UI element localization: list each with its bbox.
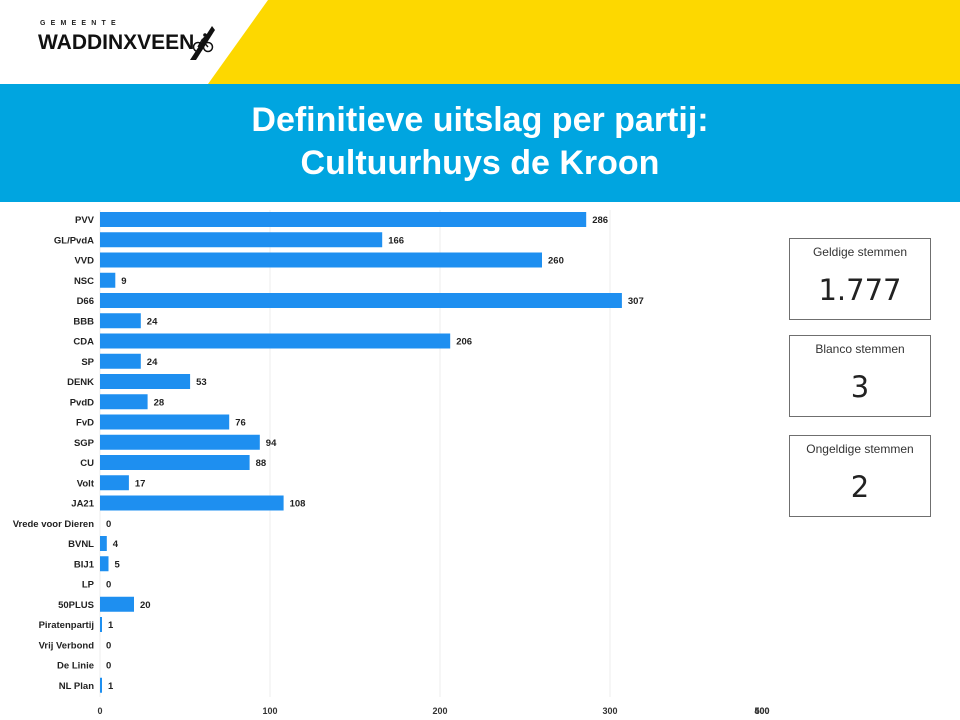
category-label: Vrede voor Dieren <box>13 519 95 530</box>
bar <box>100 556 109 572</box>
category-label: BIJ1 <box>74 559 95 570</box>
blank-votes-value: 3 <box>850 370 870 404</box>
logo-subtitle: GEMEENTE <box>40 20 121 27</box>
category-label: SGP <box>74 438 95 449</box>
party-results-bar-chart: PVV GL/PvdA VVD NSC D66 BBB CDA SP DENK PvdD FvD SG… <box>13 210 770 716</box>
value-label: 0 <box>106 640 111 651</box>
invalid-votes-label: Ongeldige stemmen <box>806 442 914 456</box>
valid-votes-card: Geldige stemmen 1.777 <box>789 238 931 320</box>
yellow-banner <box>208 0 960 84</box>
bar <box>100 414 230 430</box>
x-tick-label: 100 <box>262 706 277 716</box>
bar <box>100 475 129 491</box>
value-label: 1 <box>108 681 114 692</box>
value-label: 24 <box>147 316 158 327</box>
bar <box>100 293 622 308</box>
category-label: GL/PvdA <box>54 235 94 246</box>
category-label: FvD <box>76 418 94 429</box>
bar <box>100 536 107 551</box>
valid-votes-label: Geldige stemmen <box>812 245 908 259</box>
bar <box>100 677 102 693</box>
bar <box>100 434 260 450</box>
category-label: CDA <box>73 337 94 348</box>
category-label: 50PLUS <box>58 600 94 611</box>
value-label: 166 <box>388 235 404 246</box>
title-line-2: Cultuurhuys de Kroon <box>300 144 660 182</box>
value-label: 0 <box>106 661 111 672</box>
bar <box>100 617 102 632</box>
x-tick-label: 400 <box>754 706 769 716</box>
bar <box>100 313 141 329</box>
blank-votes-label: Blanco stemmen <box>815 342 905 356</box>
bar <box>100 232 383 248</box>
category-label: DENK <box>67 377 94 388</box>
category-labels: PVV GL/PvdA VVD NSC D66 BBB CDA SP DENK PvdD FvD SG… <box>13 215 95 692</box>
value-label: 88 <box>256 458 267 469</box>
municipality-logo: GEMEENTE WADDINXVEEN <box>38 20 228 66</box>
x-tick-label: 300 <box>602 706 617 716</box>
value-label: 24 <box>147 357 158 368</box>
value-label: 4 <box>113 539 119 550</box>
category-label: NSC <box>74 276 94 287</box>
value-label: 1 <box>108 620 114 631</box>
value-label: 206 <box>456 337 472 348</box>
bar <box>100 333 451 349</box>
bars <box>100 212 622 693</box>
title-line-1: Definitieve uitslag per partij: <box>251 101 709 139</box>
x-tick-label: 0 <box>97 706 102 716</box>
bar <box>100 374 191 389</box>
category-label: NL Plan <box>59 681 94 692</box>
category-label: PvdD <box>70 397 94 408</box>
bar <box>100 455 250 470</box>
value-label: 307 <box>628 296 644 307</box>
value-label: 5 <box>115 559 121 570</box>
value-label: 28 <box>154 397 165 408</box>
value-label: 9 <box>121 276 126 287</box>
value-label: 286 <box>592 215 608 226</box>
category-label: CU <box>80 458 94 469</box>
invalid-votes-card: Ongeldige stemmen 2 <box>789 435 931 517</box>
value-label: 53 <box>196 377 207 388</box>
bar <box>100 596 134 612</box>
bar <box>100 252 542 268</box>
category-label: BBB <box>73 316 94 327</box>
category-label: LP <box>82 580 95 591</box>
category-label: PVV <box>75 215 95 226</box>
x-gridlines <box>99 210 611 697</box>
value-label: 260 <box>548 256 564 267</box>
blank-votes-card: Blanco stemmen 3 <box>789 335 931 417</box>
value-labels: 2861662609307242062453287694881710804502… <box>106 215 644 692</box>
category-label: De Linie <box>57 661 94 672</box>
x-tick-label: 200 <box>432 706 447 716</box>
value-label: 76 <box>235 418 246 429</box>
value-label: 20 <box>140 600 151 611</box>
value-label: 0 <box>106 519 111 530</box>
valid-votes-value: 1.777 <box>818 273 902 307</box>
bar <box>100 272 116 288</box>
category-label: Volt <box>77 478 95 489</box>
bar <box>100 212 587 227</box>
value-label: 108 <box>290 499 306 510</box>
category-label: SP <box>81 357 94 368</box>
bar <box>100 353 141 369</box>
bar <box>100 394 148 410</box>
category-label: Piratenpartij <box>39 620 94 631</box>
category-label: JA21 <box>71 499 94 510</box>
page-title: Definitieve uitslag per partij: Cultuurh… <box>0 99 960 185</box>
category-label: Vrij Verbond <box>39 640 95 651</box>
category-label: VVD <box>74 256 94 267</box>
logo-wordmark: WADDINXVEEN <box>38 31 195 54</box>
value-label: 17 <box>135 478 146 489</box>
bar <box>100 495 284 511</box>
value-label: 0 <box>106 580 111 591</box>
value-label: 94 <box>266 438 277 449</box>
category-label: BVNL <box>68 539 94 550</box>
cyclist-emblem-icon <box>190 26 215 60</box>
x-tick-label: 500 <box>754 706 769 716</box>
header-band: GEMEENTE WADDINXVEEN <box>0 0 960 84</box>
category-label: D66 <box>77 296 94 307</box>
title-band <box>0 84 960 202</box>
invalid-votes-value: 2 <box>850 470 870 504</box>
